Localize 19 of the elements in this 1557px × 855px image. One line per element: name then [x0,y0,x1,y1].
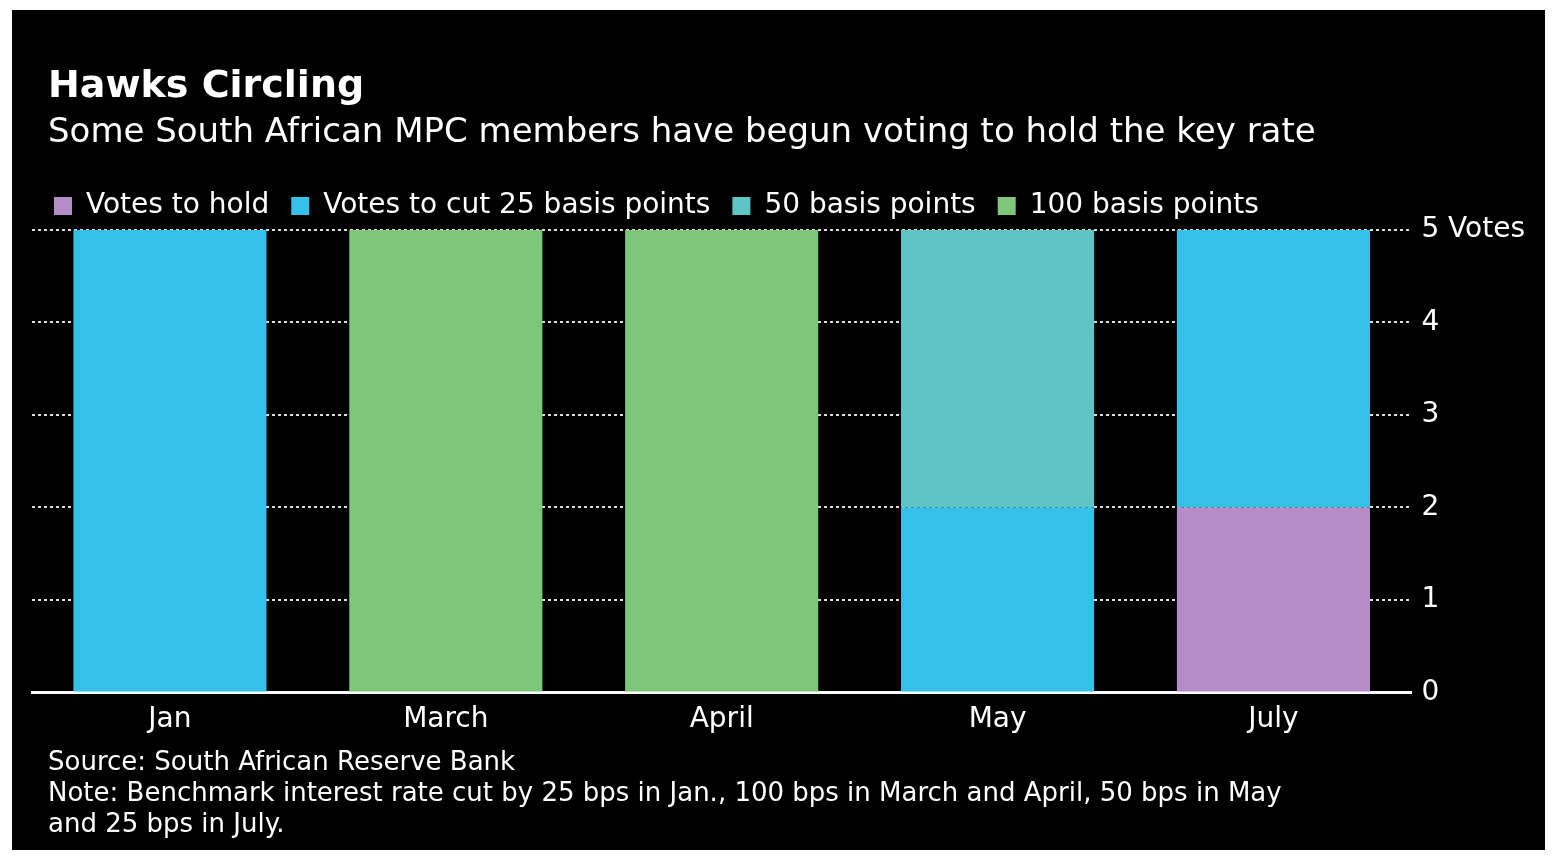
y-tick-label: 0 [1421,673,1440,707]
y-tick-label: 2 [1421,488,1440,522]
legend-label: 50 basis points [764,187,976,221]
x-tick-label: March [403,701,489,735]
y-tick-label: 5 Votes [1421,211,1526,245]
chart-subtitle: Some South African MPC members have begun voting to hold the key rate [48,110,1316,150]
y-tick-label: 1 [1421,581,1440,615]
legend-label: Votes to hold [86,187,270,221]
x-tick-label: April [689,701,754,735]
text: Note: Benchmark interest rate cut by 25 bps in Jan., 100 bps in March and April, 50 bps in May and 25 bps in July. [48,777,1283,839]
x-tick-label: Jan [146,701,192,735]
chart-title: Hawks Circling [48,62,365,106]
y-tick-label: 3 [1421,396,1440,430]
y-tick-label: 4 [1421,303,1440,337]
source-note: Source: South African Reserve Bank [48,746,517,777]
x-tick-label: July [1246,701,1299,735]
x-tick-label: May [968,701,1027,735]
legend-label: 100 basis points [1029,187,1259,221]
legend-label: Votes to cut 25 basis points [323,187,711,221]
